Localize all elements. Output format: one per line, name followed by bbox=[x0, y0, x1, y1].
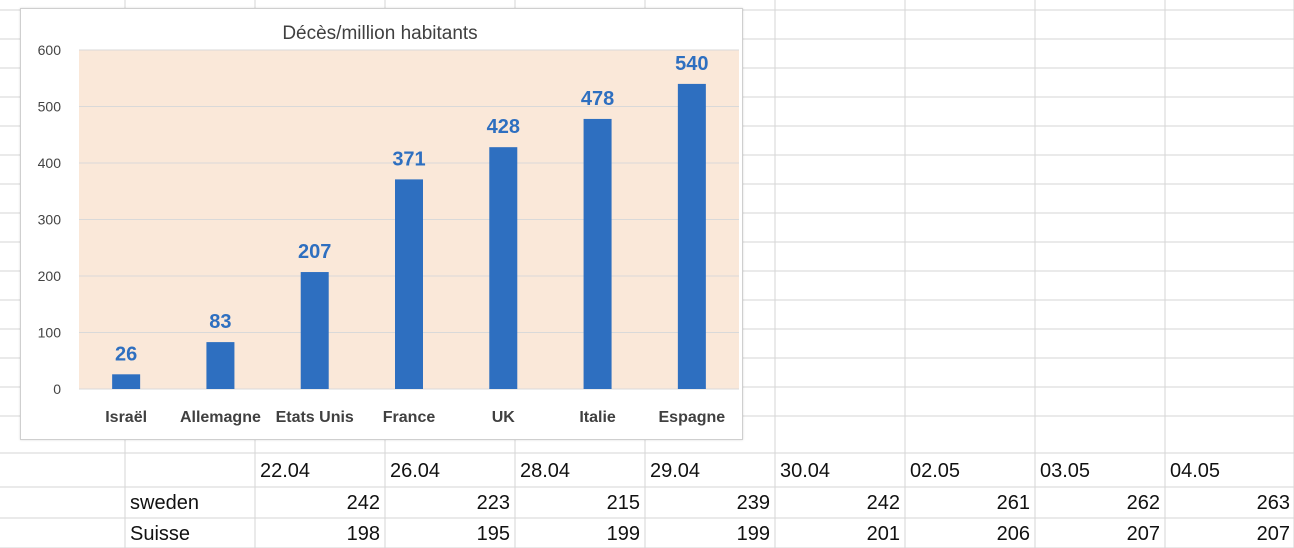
value-cell[interactable]: 242 bbox=[866, 492, 900, 514]
x-axis-category-labels: Israël Allemagne Etats Unis France UK Italie E… bbox=[105, 409, 725, 426]
date-header-cell[interactable]: 26.04 bbox=[390, 460, 441, 482]
chart-title: Décès/million habitants bbox=[282, 23, 477, 44]
x-category-label: Etats Unis bbox=[276, 409, 354, 426]
x-category-label: Espagne bbox=[659, 409, 726, 426]
bar bbox=[395, 179, 423, 389]
data-label: 478 bbox=[581, 88, 614, 110]
bar bbox=[112, 374, 141, 389]
data-label: 26 bbox=[115, 343, 137, 365]
date-header-cell[interactable]: 22.04 bbox=[260, 460, 311, 482]
date-header-cell[interactable]: 03.05 bbox=[1040, 460, 1091, 482]
value-cell[interactable]: 198 bbox=[346, 523, 380, 545]
x-category-label: Israël bbox=[105, 409, 147, 426]
value-cell[interactable]: 199 bbox=[736, 523, 770, 545]
x-category-label: UK bbox=[492, 409, 516, 426]
bar bbox=[206, 342, 235, 389]
y-tick-label: 200 bbox=[38, 268, 62, 284]
x-category-label: France bbox=[383, 409, 436, 426]
value-cell[interactable]: 195 bbox=[476, 523, 510, 545]
value-cell[interactable]: 242 bbox=[346, 492, 380, 514]
chart-container[interactable]: Décès/million habitants 0 100 200 300 400 500… bbox=[20, 8, 743, 440]
row-label-cell[interactable]: Suisse bbox=[130, 523, 191, 545]
bar bbox=[583, 118, 612, 390]
date-header-cell[interactable]: 02.05 bbox=[910, 460, 961, 482]
value-cell[interactable]: 263 bbox=[1256, 492, 1290, 514]
value-cell[interactable]: 207 bbox=[1126, 523, 1160, 545]
data-label: 83 bbox=[209, 311, 231, 333]
y-tick-label: 0 bbox=[53, 381, 61, 397]
bars bbox=[112, 83, 706, 390]
value-cell[interactable]: 261 bbox=[996, 492, 1030, 514]
y-tick-label: 400 bbox=[38, 155, 62, 171]
bar bbox=[677, 83, 706, 390]
value-cell[interactable]: 239 bbox=[736, 492, 770, 514]
value-cell[interactable]: 223 bbox=[476, 492, 510, 514]
data-label: 540 bbox=[675, 53, 708, 75]
value-cell[interactable]: 207 bbox=[1256, 523, 1290, 545]
x-category-label: Italie bbox=[579, 409, 616, 426]
y-axis-tick-labels: 0 100 200 300 400 500 600 bbox=[38, 42, 62, 397]
y-tick-label: 100 bbox=[38, 325, 62, 341]
value-cell[interactable]: 215 bbox=[606, 492, 640, 514]
value-cell[interactable]: 262 bbox=[1126, 492, 1160, 514]
bar-chart: Décès/million habitants 0 100 200 300 400 500… bbox=[38, 23, 739, 426]
data-label: 371 bbox=[392, 148, 425, 170]
value-cell[interactable]: 206 bbox=[996, 523, 1030, 545]
data-label: 207 bbox=[298, 241, 331, 263]
data-label: 428 bbox=[487, 116, 520, 138]
date-header-cell[interactable]: 30.04 bbox=[780, 460, 831, 482]
x-category-label: Allemagne bbox=[180, 409, 261, 426]
value-cell[interactable]: 201 bbox=[866, 523, 900, 545]
date-header-cell[interactable]: 04.05 bbox=[1170, 460, 1221, 482]
date-header-cell[interactable]: 29.04 bbox=[650, 460, 701, 482]
date-header-cell[interactable]: 28.04 bbox=[520, 460, 571, 482]
row-label-cell[interactable]: sweden bbox=[130, 492, 199, 514]
bar bbox=[300, 272, 329, 389]
data-labels: 26 83 207 371 428 478 540 bbox=[115, 53, 709, 365]
y-tick-label: 300 bbox=[38, 212, 62, 228]
y-tick-label: 600 bbox=[38, 42, 62, 58]
y-tick-label: 500 bbox=[38, 99, 62, 115]
bar bbox=[489, 147, 518, 389]
value-cell[interactable]: 199 bbox=[606, 523, 640, 545]
